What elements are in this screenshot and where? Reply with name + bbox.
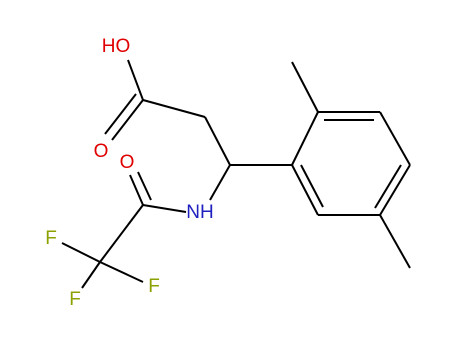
bonds <box>61 59 411 289</box>
bond <box>99 204 144 263</box>
bond <box>142 99 206 118</box>
bond <box>127 59 144 101</box>
atom-label: O <box>120 152 135 173</box>
bond <box>291 111 319 166</box>
bond <box>379 164 411 216</box>
bond <box>61 242 101 263</box>
atom-label: F <box>148 276 160 297</box>
bond <box>142 204 187 213</box>
bond <box>99 261 144 283</box>
bond <box>137 171 152 201</box>
bond <box>104 93 137 135</box>
bond <box>374 164 402 209</box>
bond <box>300 164 324 208</box>
atom-label: HO <box>102 36 131 57</box>
bond <box>379 111 411 166</box>
atom-label: NH <box>186 202 213 223</box>
atom-label: O <box>94 141 109 162</box>
bond <box>379 214 411 269</box>
bond <box>204 116 231 166</box>
atom-label: F <box>69 289 81 310</box>
bond <box>111 99 144 141</box>
bond <box>81 261 101 289</box>
bond <box>291 61 319 113</box>
bond <box>129 174 144 206</box>
bond <box>209 164 231 201</box>
bond <box>291 164 319 216</box>
atom-label: F <box>45 228 57 249</box>
